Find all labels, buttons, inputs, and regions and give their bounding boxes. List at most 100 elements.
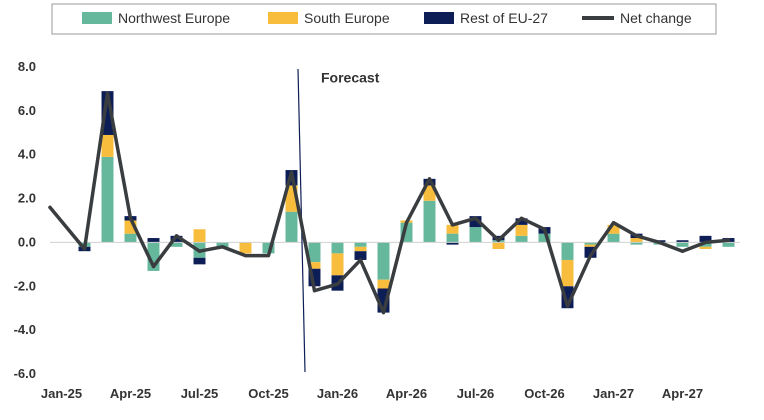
bar-northwest-europe (630, 242, 643, 245)
net-change-point (289, 170, 294, 174)
net-change-point (542, 227, 547, 231)
net-change-point (312, 289, 317, 293)
net-change-point (48, 205, 52, 209)
bar-rest-of-eu-27 (193, 257, 206, 265)
bar-northwest-europe (722, 242, 735, 247)
bar-northwest-europe (124, 233, 137, 243)
net-change-point (105, 91, 110, 95)
y-tick-label: 0.0 (18, 234, 36, 249)
bar-northwest-europe (170, 242, 183, 247)
net-change-point (427, 177, 432, 181)
bar-rest-of-eu-27 (308, 268, 321, 287)
bar-rest-of-eu-27 (699, 235, 712, 243)
bar-northwest-europe (515, 235, 528, 243)
net-change-point (266, 253, 271, 258)
bar-rest-of-eu-27 (101, 91, 114, 135)
net-change-point (82, 247, 87, 251)
legend-swatch-northwest-europe (82, 12, 112, 24)
legend-label-rest-of-eu27: Rest of EU-27 (460, 10, 548, 26)
bar-south-europe (239, 242, 252, 254)
forecast-label: Forecast (321, 69, 380, 85)
legend-swatch-south-europe (268, 12, 298, 24)
bar-south-europe (377, 279, 390, 289)
bar-south-europe (492, 242, 505, 250)
net-change-point (519, 216, 524, 220)
bar-northwest-europe (607, 233, 620, 243)
bar-south-europe (446, 224, 459, 234)
y-tick-label: 2.0 (18, 191, 36, 206)
y-tick-label: -2.0 (14, 278, 36, 293)
bar-south-europe (308, 262, 321, 269)
net-change-point (358, 258, 363, 262)
bar-rest-of-eu-27 (147, 238, 160, 243)
net-change-point (703, 240, 708, 245)
legend-swatch-rest-of-eu27 (424, 12, 454, 24)
bar-rest-of-eu-27 (469, 216, 482, 228)
bar-northwest-europe (147, 242, 160, 271)
bar-northwest-europe (538, 233, 551, 243)
y-tick-label: 8.0 (18, 59, 36, 74)
x-tick-label: Apr-26 (386, 386, 427, 401)
y-tick-label: 6.0 (18, 103, 36, 118)
x-tick-label: Apr-25 (110, 386, 151, 401)
net-change-point (335, 282, 340, 286)
net-change-point (565, 304, 570, 308)
bar-south-europe (584, 244, 597, 247)
legend: Northwest Europe South Europe Rest of EU… (51, 3, 717, 35)
bar-rest-of-eu-27 (377, 288, 390, 313)
y-axis: -6.0 -4.0 -2.0 0.0 2.0 4.0 6.0 8.0 (14, 59, 36, 381)
bar-northwest-europe (377, 242, 390, 280)
bar-northwest-europe (469, 227, 482, 243)
bar-northwest-europe (561, 242, 574, 260)
bar-northwest-europe (423, 200, 436, 243)
bar-rest-of-eu-27 (676, 240, 689, 243)
net-change-point (473, 216, 478, 220)
x-axis: Jan-25 Apr-25 Jul-25 Oct-25 Jan-26 Apr-26 Jul-… (41, 386, 703, 401)
bar-south-europe (561, 259, 574, 287)
net-change-point (588, 253, 593, 258)
x-tick-label: Jul-25 (181, 386, 219, 401)
net-change-point (197, 249, 202, 253)
bar-south-europe (699, 246, 712, 250)
bar-northwest-europe (354, 242, 367, 247)
bar-northwest-europe (676, 242, 689, 247)
x-tick-label: Oct-26 (524, 386, 564, 401)
bar-rest-of-eu-27 (515, 218, 528, 225)
bar-south-europe (193, 229, 206, 243)
x-tick-label: Jan-26 (317, 386, 358, 401)
bar-northwest-europe (400, 222, 413, 243)
bar-northwest-europe (331, 242, 344, 254)
net-change-point (496, 238, 501, 242)
bar-rest-of-eu-27 (170, 235, 183, 243)
bar-south-europe (423, 185, 436, 201)
bar-northwest-europe (584, 242, 597, 245)
y-tick-label: 4.0 (18, 147, 36, 162)
net-change-line (48, 91, 731, 315)
net-change-point (450, 223, 455, 227)
bar-rest-of-eu-27 (561, 286, 574, 309)
bar-south-europe (630, 238, 643, 243)
legend-label-northwest-europe: Northwest Europe (118, 10, 230, 26)
bar-northwest-europe (262, 242, 275, 254)
x-tick-label: Apr-27 (662, 386, 703, 401)
bar-northwest-europe (308, 242, 321, 263)
bar-south-europe (331, 253, 344, 276)
bar-northwest-europe (101, 156, 114, 243)
bar-south-europe (515, 224, 528, 236)
net-change-point (151, 264, 156, 269)
y-tick-label: -4.0 (14, 322, 36, 337)
net-change-point (680, 249, 685, 253)
bar-south-europe (607, 224, 620, 234)
legend-label-net-change: Net change (620, 10, 692, 26)
net-change-point (404, 221, 409, 225)
bar-south-europe (285, 185, 298, 212)
net-change-point (128, 216, 133, 220)
net-change-point (657, 240, 662, 245)
bar-northwest-europe (446, 233, 459, 243)
bars (78, 91, 735, 313)
bar-rest-of-eu-27 (446, 242, 459, 245)
forecast-label-background (313, 66, 389, 91)
x-tick-label: Jul-26 (457, 386, 495, 401)
bar-south-europe (101, 134, 114, 157)
